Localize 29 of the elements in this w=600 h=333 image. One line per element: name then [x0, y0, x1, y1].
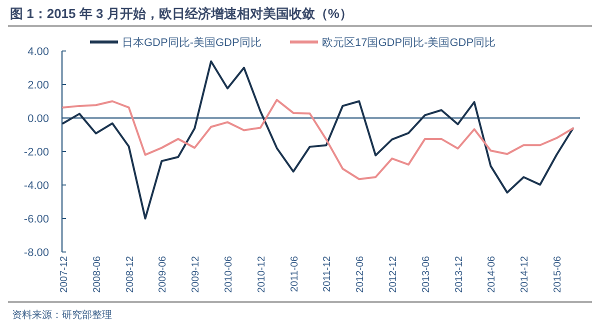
y-tick-label: 0.00	[28, 113, 49, 125]
x-tick-label: 2009-12	[190, 256, 202, 293]
x-tick-label: 2012-12	[388, 256, 400, 293]
x-tick-label: 2010-06	[224, 256, 235, 293]
x-tick-label: 2014-12	[520, 256, 531, 293]
y-tick-label: 2.00	[28, 80, 49, 92]
x-tick-label: 2008-12	[124, 256, 136, 293]
x-tick-label: 2014-06	[486, 256, 498, 293]
line-series	[62, 60, 574, 220]
chart-title: 图 1：2015 年 3 月开始，欧日经济增速相对美国收敛（%）	[10, 6, 352, 21]
y-tick-label: -8.00	[24, 247, 49, 259]
x-tick-label: 2007-12	[59, 256, 70, 293]
line-series	[62, 98, 574, 180]
y-tick-label: 4.00	[28, 46, 49, 58]
legend-label: 欧元区17国GDP同比-美国GDP同比	[322, 36, 496, 49]
x-tick-label: 2009-06	[158, 256, 169, 293]
y-tick-label: -6.00	[24, 214, 49, 226]
x-tick-label: 2013-12	[454, 256, 465, 293]
y-tick-label: -2.00	[24, 146, 49, 158]
x-tick-label: 2011-06	[289, 256, 300, 292]
y-tick-label: -4.00	[24, 180, 49, 192]
x-tick-label: 2012-06	[355, 256, 366, 293]
x-tick-label: 2008-06	[92, 256, 103, 293]
legend-label: 日本GDP同比-美国GDP同比	[122, 36, 262, 49]
x-tick-label: 2015-06	[552, 256, 564, 293]
x-tick-label: 2010-12	[256, 256, 268, 293]
x-tick-label: 2013-06	[420, 256, 432, 293]
text: 资料来源：研究部整理	[12, 309, 112, 321]
x-tick-label: 2011-12	[322, 256, 334, 292]
